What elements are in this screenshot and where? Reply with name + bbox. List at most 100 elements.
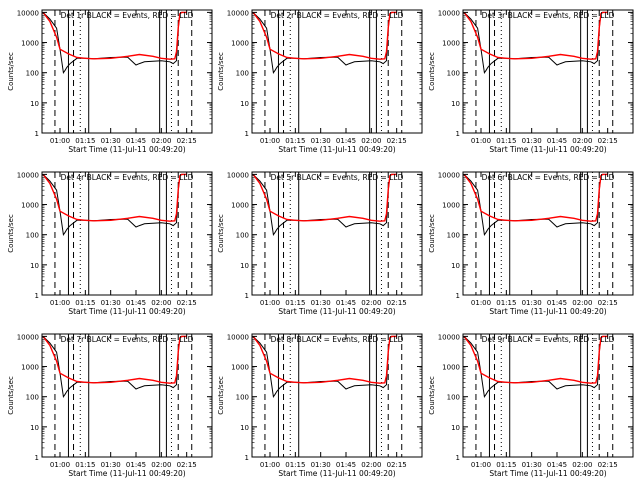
x-axis-label: Start Time (11-Jul-11 00:49:20) bbox=[278, 145, 395, 154]
series-line-events bbox=[252, 335, 397, 399]
x-axis-label: Start Time (11-Jul-11 00:49:20) bbox=[489, 145, 606, 154]
x-tick-label: 02:00 bbox=[361, 461, 381, 469]
y-tick-label: 1 bbox=[35, 292, 39, 300]
y-tick-label: 10000 bbox=[438, 9, 460, 17]
y-tick-label: 10000 bbox=[438, 333, 460, 341]
plot-frame bbox=[462, 333, 634, 458]
y-tick-label: 1000 bbox=[442, 202, 460, 210]
x-tick-label: 02:15 bbox=[177, 461, 197, 469]
y-axis-label: Counts/sec bbox=[217, 52, 225, 91]
y-axis-label: Counts/sec bbox=[7, 214, 15, 253]
x-tick-label: 02:15 bbox=[598, 461, 618, 469]
plot-frame bbox=[462, 171, 634, 296]
y-tick-label: 100 bbox=[236, 394, 249, 402]
x-tick-label: 01:45 bbox=[126, 299, 146, 307]
panel-title: Det 5r BLACK = Events, RED = LLD bbox=[271, 173, 404, 182]
y-tick-label: 100 bbox=[26, 394, 39, 402]
y-tick-label: 1 bbox=[456, 292, 460, 300]
panel-title: Det 8r BLACK = Events, RED = LLD bbox=[271, 335, 404, 344]
x-axis-label: Start Time (11-Jul-11 00:49:20) bbox=[489, 307, 606, 316]
detector-panel: 1 10 100 1000 10000 01:00 01:15 01:30 01:45 02:00… bbox=[428, 9, 634, 154]
x-tick-label: 01:15 bbox=[75, 137, 95, 145]
x-tick-label: 02:00 bbox=[361, 137, 381, 145]
x-tick-label: 01:15 bbox=[75, 299, 95, 307]
detector-panel: 1 10 100 1000 10000 01:00 01:15 01:30 01:45 02:00… bbox=[217, 9, 423, 154]
y-tick-label: 10000 bbox=[438, 171, 460, 179]
y-axis-label: Counts/sec bbox=[7, 376, 15, 415]
y-tick-label: 1000 bbox=[231, 40, 249, 48]
y-tick-label: 100 bbox=[26, 70, 39, 78]
panel-title: Det 3r BLACK = Events, RED = LLD bbox=[482, 11, 615, 20]
y-tick-label: 1000 bbox=[442, 364, 460, 372]
x-tick-label: 01:45 bbox=[126, 137, 146, 145]
y-tick-label: 10 bbox=[30, 100, 39, 108]
y-tick-label: 100 bbox=[236, 70, 249, 78]
series-line-events bbox=[42, 11, 187, 75]
x-tick-label: 01:15 bbox=[496, 461, 516, 469]
series-line-lld bbox=[42, 11, 187, 60]
x-tick-label: 01:45 bbox=[336, 299, 356, 307]
panel-title: Det 9r BLACK = Events, RED = LLD bbox=[482, 335, 615, 344]
x-tick-label: 01:15 bbox=[285, 299, 305, 307]
x-tick-label: 01:15 bbox=[285, 137, 305, 145]
x-tick-label: 01:30 bbox=[101, 137, 121, 145]
series-line-lld bbox=[252, 173, 397, 222]
x-tick-label: 02:15 bbox=[598, 137, 618, 145]
y-axis-label: Counts/sec bbox=[428, 52, 436, 91]
x-tick-label: 01:30 bbox=[311, 461, 331, 469]
y-tick-label: 10 bbox=[240, 100, 249, 108]
y-tick-label: 100 bbox=[26, 232, 39, 240]
x-tick-label: 01:45 bbox=[547, 461, 567, 469]
x-tick-label: 01:30 bbox=[522, 299, 542, 307]
x-axis-label: Start Time (11-Jul-11 00:49:20) bbox=[68, 307, 185, 316]
y-tick-label: 100 bbox=[447, 394, 460, 402]
x-tick-label: 01:30 bbox=[101, 299, 121, 307]
x-tick-label: 02:15 bbox=[177, 299, 197, 307]
series-line-lld bbox=[42, 173, 187, 222]
y-tick-label: 100 bbox=[447, 70, 460, 78]
y-tick-label: 1000 bbox=[231, 364, 249, 372]
series-line-events bbox=[42, 173, 187, 237]
panel-title: Det 4r BLACK = Events, RED = LLD bbox=[61, 173, 194, 182]
x-tick-label: 02:00 bbox=[151, 299, 171, 307]
x-tick-label: 01:45 bbox=[547, 299, 567, 307]
y-axis-label: Counts/sec bbox=[428, 214, 436, 253]
series-line-lld bbox=[252, 11, 397, 60]
x-tick-label: 02:15 bbox=[387, 461, 407, 469]
x-tick-label: 01:45 bbox=[547, 137, 567, 145]
y-tick-label: 10 bbox=[30, 262, 39, 270]
detector-panel: 1 10 100 1000 10000 01:00 01:15 01:30 01:45 02:00… bbox=[428, 171, 634, 316]
y-tick-label: 1 bbox=[35, 454, 39, 462]
x-tick-label: 02:00 bbox=[572, 461, 592, 469]
panel-title: Det 1r BLACK = Events, RED = LLD bbox=[61, 11, 194, 20]
y-tick-label: 1000 bbox=[442, 40, 460, 48]
x-tick-label: 02:00 bbox=[151, 461, 171, 469]
x-tick-label: 01:45 bbox=[126, 461, 146, 469]
plot-frame bbox=[251, 333, 423, 458]
x-tick-label: 02:00 bbox=[572, 137, 592, 145]
x-tick-label: 01:45 bbox=[336, 137, 356, 145]
y-tick-label: 10000 bbox=[227, 333, 249, 341]
y-tick-label: 1000 bbox=[21, 364, 39, 372]
series-line-events bbox=[42, 335, 187, 399]
y-tick-label: 1000 bbox=[231, 202, 249, 210]
x-tick-label: 01:30 bbox=[311, 299, 331, 307]
y-tick-label: 10 bbox=[451, 262, 460, 270]
y-tick-label: 10000 bbox=[17, 171, 39, 179]
y-tick-label: 100 bbox=[447, 232, 460, 240]
x-axis-label: Start Time (11-Jul-11 00:49:20) bbox=[278, 307, 395, 316]
x-tick-label: 01:00 bbox=[471, 299, 491, 307]
series-line-lld bbox=[463, 335, 608, 384]
series-line-lld bbox=[42, 335, 187, 384]
x-tick-label: 01:00 bbox=[471, 137, 491, 145]
x-tick-label: 01:30 bbox=[522, 137, 542, 145]
y-tick-label: 1 bbox=[245, 292, 249, 300]
plot-frame bbox=[41, 171, 213, 296]
x-tick-label: 01:00 bbox=[260, 461, 280, 469]
y-tick-label: 1000 bbox=[21, 40, 39, 48]
x-axis-label: Start Time (11-Jul-11 00:49:20) bbox=[68, 469, 185, 478]
x-tick-label: 01:15 bbox=[285, 461, 305, 469]
detector-panel: 1 10 100 1000 10000 01:00 01:15 01:30 01:45 02:00… bbox=[428, 333, 634, 478]
plot-frame bbox=[251, 171, 423, 296]
